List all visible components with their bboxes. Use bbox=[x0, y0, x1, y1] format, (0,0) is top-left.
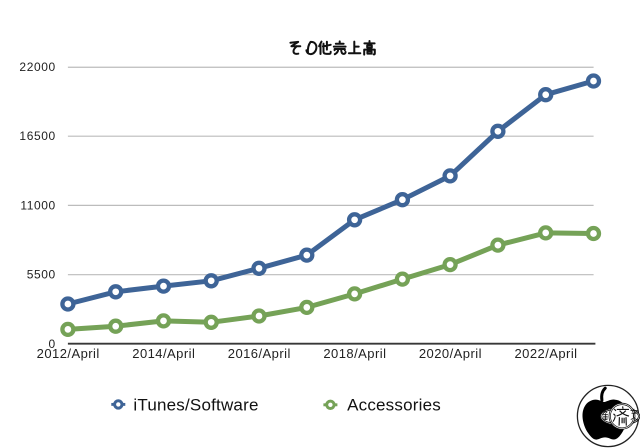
svg-text:22000: 22000 bbox=[19, 60, 55, 74]
svg-text:16500: 16500 bbox=[19, 129, 55, 143]
svg-text:5500: 5500 bbox=[27, 268, 56, 282]
svg-text:0: 0 bbox=[49, 337, 56, 351]
svg-text:2018/April: 2018/April bbox=[323, 346, 386, 361]
svg-text:2022/April: 2022/April bbox=[514, 346, 577, 361]
svg-text:2016/April: 2016/April bbox=[228, 346, 291, 361]
svg-text:2014/April: 2014/April bbox=[132, 346, 195, 361]
svg-text:11000: 11000 bbox=[20, 198, 55, 212]
svg-text:2012/April: 2012/April bbox=[37, 346, 100, 361]
svg-text:2020/April: 2020/April bbox=[419, 346, 482, 361]
svg-text:iTunes/Software: iTunes/Software bbox=[133, 395, 258, 414]
svg-text:Accessories: Accessories bbox=[347, 395, 441, 414]
